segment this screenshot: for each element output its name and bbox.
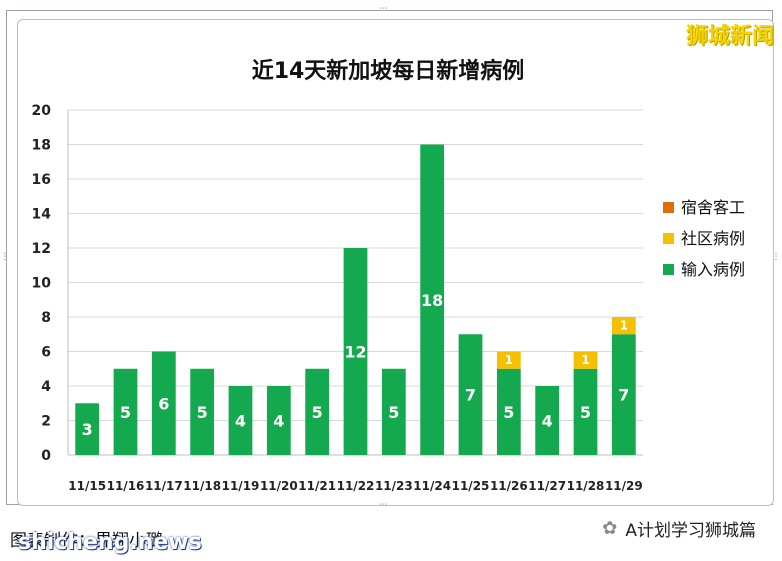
bar[interactable] (573, 351, 598, 369)
y-tick-label: 14 (32, 207, 52, 223)
x-tick-label: 11/17 (145, 479, 183, 493)
wechat-icon: ✿ (602, 518, 618, 539)
bar[interactable] (458, 334, 483, 455)
x-tick-label: 11/28 (567, 479, 605, 493)
bar[interactable] (113, 368, 138, 455)
resize-handle-left[interactable]: ⋮ (0, 252, 10, 262)
bar[interactable] (611, 334, 636, 455)
bar[interactable] (190, 368, 215, 455)
watermark-logo: 狮城新闻 (685, 24, 774, 49)
data-label: 6 (158, 394, 169, 413)
data-label: 5 (312, 403, 323, 422)
legend-swatch (663, 233, 674, 244)
y-tick-label: 6 (41, 345, 51, 361)
y-tick-label: 0 (41, 448, 51, 464)
y-tick-label: 16 (32, 172, 51, 188)
y-tick-label: 12 (32, 241, 51, 257)
data-label: 4 (235, 412, 246, 431)
data-label: 12 (344, 343, 366, 362)
x-tick-label: 11/21 (298, 479, 336, 493)
bar[interactable] (75, 403, 100, 455)
data-label: 7 (465, 386, 476, 405)
bar[interactable] (611, 317, 636, 335)
account-badge: ✿ A计划学习狮城篇 (602, 516, 756, 541)
data-label: 7 (618, 386, 629, 405)
legend-label: 输入病例 (681, 260, 745, 279)
bar[interactable] (573, 368, 598, 455)
site-watermark: shicheng.news (18, 530, 202, 555)
chart-area[interactable]: 近14天新加坡每日新增病例 0 2 4 6 8 10 12 14 16 18 20 3 11/15 5 11/… (17, 19, 774, 506)
bar[interactable] (496, 351, 521, 369)
y-tick-label: 4 (41, 379, 51, 395)
y-tick-label: 10 (32, 276, 52, 292)
resize-handle-top[interactable]: ⋯ (378, 4, 388, 14)
data-label: 3 (82, 420, 93, 439)
account-name: A计划学习狮城篇 (625, 521, 756, 541)
bar[interactable] (535, 386, 560, 455)
bar[interactable] (228, 386, 253, 455)
data-label: 5 (503, 403, 514, 422)
legend-swatch (663, 264, 674, 275)
data-label: 5 (120, 403, 131, 422)
x-tick-label: 11/15 (68, 479, 106, 493)
data-label: 5 (197, 403, 208, 422)
bar[interactable] (343, 248, 368, 455)
data-label: 5 (580, 403, 591, 422)
x-tick-label: 11/27 (528, 479, 566, 493)
bar[interactable] (305, 368, 330, 455)
y-tick-label: 8 (41, 310, 51, 326)
bar[interactable] (381, 368, 406, 455)
x-tick-label: 11/23 (375, 479, 413, 493)
legend-label: 宿舍客工 (681, 198, 745, 217)
y-tick-label: 20 (32, 103, 52, 119)
bar[interactable] (151, 351, 176, 456)
x-tick-label: 11/24 (413, 479, 451, 493)
x-tick-label: 11/25 (452, 479, 490, 493)
bar-chart: 近14天新加坡每日新增病例02468101214161820311/15511/… (32, 58, 746, 493)
data-label: 1 (581, 353, 589, 367)
data-label: 4 (273, 412, 284, 431)
data-label: 4 (542, 412, 553, 431)
x-tick-label: 11/26 (490, 479, 528, 493)
chart-title: 近14天新加坡每日新增病例 (252, 58, 525, 84)
chart-credit: 图表制作：界翔小璐 (10, 531, 163, 551)
data-label: 1 (505, 353, 513, 367)
resize-handle-right[interactable]: ⋮ (771, 252, 781, 262)
legend-label: 社区病例 (681, 229, 745, 248)
bar[interactable] (420, 144, 445, 456)
legend-swatch (663, 202, 674, 213)
bar[interactable] (496, 368, 521, 455)
x-tick-label: 11/18 (183, 479, 221, 493)
y-tick-label: 18 (32, 138, 51, 154)
x-tick-label: 11/20 (260, 479, 298, 493)
bar[interactable] (266, 386, 291, 455)
x-tick-label: 11/29 (605, 479, 643, 493)
data-label: 5 (388, 403, 399, 422)
x-tick-label: 11/16 (107, 479, 145, 493)
data-label: 18 (421, 291, 443, 310)
resize-handle-bottom[interactable]: ⋯ (378, 500, 388, 510)
y-tick-label: 2 (41, 414, 51, 430)
chart-frame: 近14天新加坡每日新增病例 0 2 4 6 8 10 12 14 16 18 20 3 11/15 5 11/… (6, 10, 774, 506)
data-label: 1 (620, 319, 628, 333)
x-tick-label: 11/22 (337, 479, 375, 493)
x-tick-label: 11/19 (222, 479, 260, 493)
